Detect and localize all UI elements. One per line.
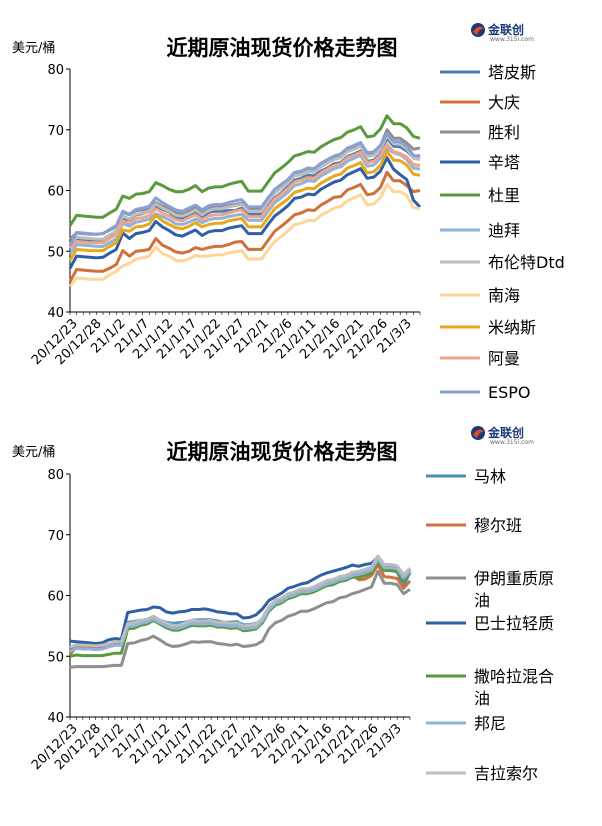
y-tick-label: 40 <box>47 711 64 726</box>
series-line-2 <box>69 569 411 669</box>
legend-label: 马林 <box>474 467 506 486</box>
legend-label: 塔皮斯 <box>488 63 536 82</box>
y-tick-label: 80 <box>47 63 64 78</box>
series-line-6 <box>68 134 421 246</box>
series-line-6 <box>69 554 412 649</box>
y-tick-label: 70 <box>47 124 64 139</box>
series-line-5 <box>68 146 421 255</box>
series-line-8 <box>68 150 421 262</box>
legend-label: 穆尔班 <box>474 516 522 535</box>
logo-url-text: www.315i.com <box>490 36 534 43</box>
logo-flame-icon <box>473 26 484 35</box>
legend-label: 布伦特Dtd <box>488 253 565 272</box>
legend-label: 伊朗重质原油 <box>474 569 554 610</box>
y-tick-label: 50 <box>47 650 64 665</box>
series-line-9 <box>68 142 421 250</box>
series-line-7 <box>68 182 421 288</box>
y-tick-label: 80 <box>47 468 64 483</box>
legend-label: 南海 <box>488 286 520 305</box>
y-axis-label: 美元/桶 <box>12 445 55 460</box>
legend-label: 阿曼 <box>488 349 520 368</box>
legend-label: 胜利 <box>488 123 520 142</box>
y-tick-label: 60 <box>47 185 64 200</box>
legend-label: 米纳斯 <box>488 318 536 337</box>
y-tick-label: 50 <box>47 245 64 260</box>
legend-label: 邦尼 <box>474 714 506 733</box>
logo-url-text: www.315i.com <box>490 439 534 446</box>
series-line-10 <box>68 131 421 247</box>
legend-label: 辛塔 <box>488 153 520 172</box>
logo-flame-icon <box>473 429 484 438</box>
legend-label: 迪拜 <box>488 221 520 240</box>
y-axis-label: 美元/桶 <box>12 41 55 56</box>
chart-title: 近期原油现货价格走势图 <box>167 440 398 464</box>
legend-label: 杜里 <box>488 186 520 205</box>
chart-panel-top: 近期原油现货价格走势图 美元/桶 金联创 www.315i.com 40 50 60 70 80… <box>0 0 602 410</box>
y-tick-label: 40 <box>47 306 64 321</box>
legend-label: 巴士拉轻质 <box>474 614 554 633</box>
series-line-4 <box>68 114 421 227</box>
legend-label: 大庆 <box>488 93 520 112</box>
legend-label: 吉拉索尔 <box>474 764 538 783</box>
y-tick-label: 70 <box>47 529 64 544</box>
series-line-1 <box>68 170 421 283</box>
series-line-3 <box>69 555 411 645</box>
chart-panel-bottom: 近期原油现货价格走势图 美元/桶 金联创 www.315i.com 40 50 60 70 80… <box>0 413 602 826</box>
series-line-3 <box>68 156 422 270</box>
logo-brand-text: 金联创 <box>487 22 524 37</box>
legend-label: ESPO <box>488 383 531 402</box>
chart-title: 近期原油现货价格走势图 <box>167 36 398 60</box>
legend-label: 撒哈拉混合油 <box>474 667 554 708</box>
y-tick-label: 60 <box>47 590 64 605</box>
logo-brand-text: 金联创 <box>487 425 524 440</box>
